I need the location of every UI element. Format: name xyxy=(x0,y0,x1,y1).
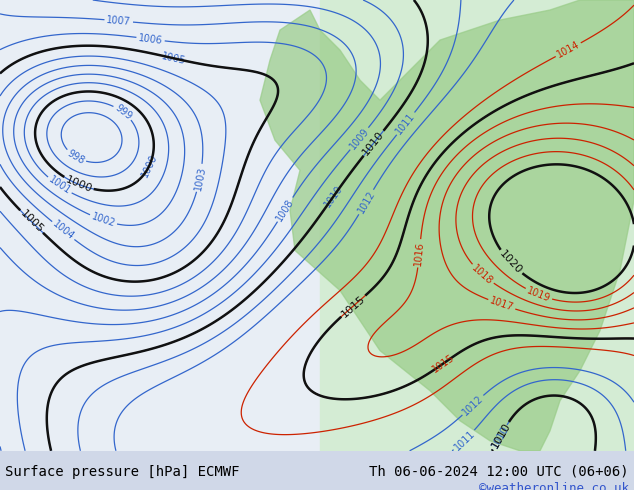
Text: 1004: 1004 xyxy=(51,219,76,242)
Text: 1014: 1014 xyxy=(555,40,581,60)
Text: Th 06-06-2024 12:00 UTC (06+06): Th 06-06-2024 12:00 UTC (06+06) xyxy=(370,465,629,479)
Text: 1005: 1005 xyxy=(18,208,45,235)
Bar xyxy=(320,0,634,451)
Text: 1010: 1010 xyxy=(489,424,510,450)
Text: 1016: 1016 xyxy=(413,241,425,266)
Text: 1017: 1017 xyxy=(488,296,515,313)
Text: 1002: 1002 xyxy=(90,211,117,229)
Text: 1007: 1007 xyxy=(106,15,131,27)
Text: 1000: 1000 xyxy=(139,152,159,179)
Text: Surface pressure [hPa] ECMWF: Surface pressure [hPa] ECMWF xyxy=(5,465,240,479)
Text: 1019: 1019 xyxy=(526,285,552,304)
Text: 1011: 1011 xyxy=(394,111,417,136)
Text: 1005: 1005 xyxy=(161,51,187,66)
Text: 1015: 1015 xyxy=(339,293,367,319)
Text: 1000: 1000 xyxy=(63,174,93,194)
Text: 1001: 1001 xyxy=(46,175,72,196)
Text: 1011: 1011 xyxy=(452,428,477,452)
Text: 1012: 1012 xyxy=(460,393,485,417)
Text: 999: 999 xyxy=(113,103,133,122)
Text: 1008: 1008 xyxy=(275,196,296,222)
Text: 1020: 1020 xyxy=(498,248,524,276)
Text: 1003: 1003 xyxy=(193,165,207,191)
Text: ©weatheronline.co.uk: ©weatheronline.co.uk xyxy=(479,482,629,490)
Text: 1006: 1006 xyxy=(138,33,164,46)
Text: 1018: 1018 xyxy=(470,263,495,286)
Text: 1012: 1012 xyxy=(356,189,377,215)
Polygon shape xyxy=(260,0,634,451)
Text: 1010: 1010 xyxy=(489,421,512,450)
Text: 1010: 1010 xyxy=(323,183,345,209)
Text: 1015: 1015 xyxy=(430,352,456,374)
Text: 998: 998 xyxy=(65,148,86,166)
Text: 1009: 1009 xyxy=(347,126,371,151)
Text: 1010: 1010 xyxy=(361,129,386,157)
